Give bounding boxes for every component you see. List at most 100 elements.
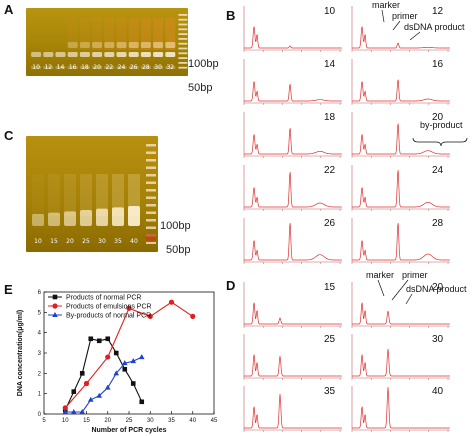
panel-d-trace [351,386,450,432]
gel-a-lane-label: 32 [166,64,175,71]
gel-a-marker-50bp: 50bp [188,82,213,94]
legend-entry: Products of normal PCR [66,294,141,301]
data-point [62,405,68,411]
panel-d-cycle-label: 35 [324,386,336,397]
data-point [113,350,119,356]
panel-label-c: C [4,128,14,143]
panel-d-trace [351,282,450,328]
panel-d-trace [243,334,342,380]
data-point [190,313,196,319]
gel-a-lane [140,18,151,69]
gel-a-lane [55,52,66,69]
gel-a-lane-label: 10 [32,64,40,71]
gel-c-lane [128,174,140,226]
gel-a-lane-label: 20 [93,64,101,71]
panel-b-trace [351,112,450,158]
gel-c-lane [64,174,76,226]
panel-label-b: B [226,8,236,23]
data-point [168,299,175,305]
data-point [130,358,137,364]
gel-a-lane-label: 30 [154,64,162,71]
panel-b-trace [243,6,342,52]
panel-d-cycle-label: 20 [432,282,444,293]
data-point [122,366,128,372]
y-tick-label: 6 [38,290,42,296]
data-point [79,408,86,414]
legend: Products of normal PCR Products of emulsi… [48,294,152,319]
panel-label-a: A [4,2,14,17]
gel-c-lane [112,174,124,226]
panel-d-cycle-label: 15 [324,282,336,293]
y-tick-label: 0 [38,412,42,418]
y-tick-label: 5 [38,310,42,316]
panel-d-cycle-label: 25 [324,334,336,345]
gel-c-lane [48,174,60,226]
data-point [83,380,90,387]
panel-b-trace [243,112,342,158]
panel-d-trace [351,334,450,380]
data-point [121,360,128,366]
panel-d-cycle-label: 30 [432,334,444,345]
gel-a-lane [43,52,54,69]
data-point [88,336,94,342]
x-tick-label: 30 [147,418,154,424]
gel-image-c [26,136,158,252]
x-tick-label: 40 [189,418,196,424]
gel-a-lane [31,52,42,69]
panel-b-trace [243,165,342,211]
data-point [139,399,145,405]
data-point [126,305,132,311]
panel-b-trace [351,59,450,105]
series-2 [62,354,145,414]
legend-entry: Products of emulsions PCR [66,303,152,310]
gel-c-lane-label: 15 [50,238,58,245]
data-point [52,312,58,317]
x-axis-label: Number of PCR cycles [91,427,166,434]
series-line [64,338,143,411]
data-point [96,338,102,344]
panel-b-trace [351,6,450,52]
data-point [105,336,111,342]
x-tick-label: 10 [62,418,69,424]
gel-a-lane-label: 26 [129,64,138,71]
panel-b-trace [351,218,450,264]
gel-a-lane [79,18,90,69]
gel-a-lane [128,18,139,69]
data-point [62,408,69,414]
data-point [138,354,145,360]
gel-c-lane-label: 40 [130,238,138,245]
panel-b-cycle-label: 18 [324,112,336,123]
gel-a-lane [165,18,176,69]
panel-label-d: D [226,278,236,293]
annotation-primer-b: primer [392,11,418,21]
panel-b-cycle-label: 28 [432,218,444,229]
data-point [52,294,58,300]
y-tick-label: 2 [38,371,42,377]
y-axis-label: DNA concentration(μg/ml) [17,310,24,396]
series-line [65,356,143,413]
gel-a-lane [116,18,127,69]
gel-a-lane-label: 24 [117,64,126,71]
panel-label-e: E [4,282,13,297]
gel-c-lane [96,174,108,226]
gel-c-lane [80,174,92,226]
gel-a-lane-label: 28 [142,64,150,71]
panel-b-trace [243,59,342,105]
panel-b-cycle-label: 12 [432,6,444,17]
y-tick-label: 4 [38,331,42,337]
annotation-byproduct-b: by-product [420,120,463,130]
panel-b-cycle-label: 14 [324,59,336,70]
gel-c-bands [32,144,156,244]
annotation-marker-b: marker [372,0,401,10]
annotation-product-b: dsDNA product [404,22,465,32]
panel-b-cycle-label: 16 [432,59,444,70]
annotation-product-d: dsDNA product [406,284,467,294]
panel-b-cycle-label: 26 [324,218,336,229]
gel-c-lane-label: 25 [82,238,90,245]
gel-c-lane [32,174,44,226]
series-1 [62,299,196,411]
x-tick-label: 15 [83,418,90,424]
panel-d-trace [243,386,342,432]
